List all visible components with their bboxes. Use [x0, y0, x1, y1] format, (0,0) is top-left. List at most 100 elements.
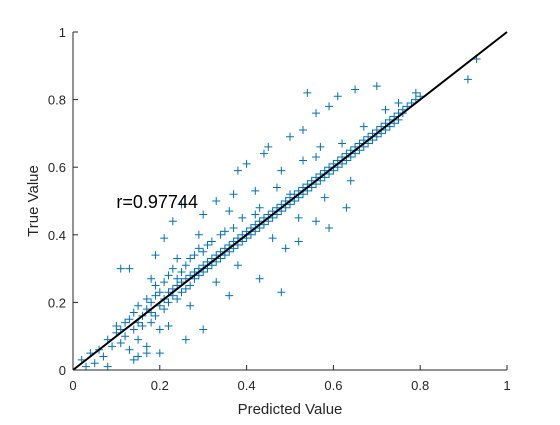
- data-point: [99, 352, 108, 361]
- data-point: [125, 315, 134, 324]
- x-axis-label: Predicted Value: [238, 401, 343, 418]
- data-point: [194, 244, 203, 253]
- y-tick-label: 0.6: [48, 160, 66, 175]
- data-point: [151, 311, 160, 320]
- data-point: [186, 301, 195, 310]
- data-point: [259, 149, 268, 158]
- data-point: [168, 264, 177, 273]
- data-point: [138, 322, 147, 331]
- data-point: [316, 142, 325, 151]
- data-point: [268, 234, 277, 243]
- data-point: [212, 197, 221, 205]
- data-points: [77, 55, 481, 371]
- data-point: [82, 362, 91, 371]
- data-point: [194, 230, 203, 239]
- data-point: [181, 261, 190, 270]
- data-point: [381, 105, 390, 114]
- data-point: [264, 142, 273, 151]
- data-point: [173, 254, 182, 263]
- data-point: [190, 251, 199, 260]
- data-point: [294, 213, 303, 222]
- data-point: [320, 193, 329, 202]
- data-point: [134, 352, 143, 361]
- data-point: [325, 224, 334, 233]
- data-point: [103, 362, 112, 371]
- data-point: [108, 342, 117, 351]
- data-point: [255, 274, 264, 283]
- data-point: [142, 349, 151, 358]
- data-point: [212, 278, 221, 287]
- data-point: [312, 109, 321, 118]
- data-point: [207, 237, 216, 246]
- data-point: [277, 288, 286, 297]
- data-point: [155, 349, 164, 358]
- x-tick-label: 0.4: [238, 378, 256, 393]
- data-point: [372, 82, 381, 91]
- data-point: [177, 200, 186, 209]
- data-point: [199, 247, 208, 256]
- data-point: [147, 318, 156, 327]
- data-point: [151, 251, 160, 260]
- data-point: [346, 176, 355, 185]
- correlation-annotation: r=0.97744: [116, 192, 198, 212]
- data-point: [216, 230, 225, 239]
- data-point: [90, 359, 99, 368]
- data-point: [220, 227, 229, 236]
- data-point: [151, 291, 160, 300]
- data-point: [186, 281, 195, 290]
- data-point: [351, 85, 360, 94]
- data-point: [160, 278, 169, 287]
- data-point: [463, 75, 472, 84]
- data-point: [303, 88, 312, 97]
- y-tick-label: 1: [59, 25, 66, 40]
- data-point: [147, 298, 156, 307]
- y-tick-label: 0.2: [48, 295, 66, 310]
- y-tick-label: 0.8: [48, 93, 66, 108]
- data-point: [173, 274, 182, 283]
- data-point: [173, 295, 182, 304]
- data-point: [181, 284, 190, 293]
- data-point: [233, 261, 242, 270]
- data-point: [225, 207, 234, 216]
- data-point: [299, 126, 308, 135]
- data-point: [129, 325, 138, 334]
- data-point: [312, 217, 321, 226]
- data-point: [125, 345, 134, 354]
- data-point: [359, 122, 368, 131]
- x-tick-label: 0.2: [151, 378, 169, 393]
- data-point: [299, 156, 308, 165]
- x-tick-label: 0.8: [411, 378, 429, 393]
- data-point: [242, 159, 251, 168]
- data-point: [129, 355, 138, 364]
- data-point: [394, 98, 403, 107]
- data-point: [294, 237, 303, 246]
- data-point: [199, 325, 208, 334]
- data-point: [142, 342, 151, 351]
- data-point: [333, 92, 342, 101]
- y-tick-label: 0.4: [48, 228, 66, 243]
- data-point: [281, 244, 290, 253]
- x-tick-label: 1: [503, 378, 510, 393]
- data-point: [411, 88, 420, 97]
- data-point: [129, 308, 138, 317]
- data-point: [338, 139, 347, 148]
- data-point: [121, 318, 130, 327]
- data-point: [164, 322, 173, 331]
- data-point: [134, 335, 143, 344]
- data-point: [121, 332, 130, 341]
- data-point: [238, 213, 247, 222]
- data-point: [155, 288, 164, 297]
- data-point: [112, 322, 121, 331]
- data-point: [181, 335, 190, 344]
- data-point: [225, 291, 234, 300]
- data-point: [151, 281, 160, 290]
- data-point: [229, 190, 238, 199]
- data-point: [272, 183, 281, 192]
- data-point: [160, 234, 169, 243]
- fit-line: [72, 31, 508, 371]
- x-ticks: 0 0.2 0.4 0.6 0.8 1: [69, 365, 511, 393]
- x-tick-label: 0: [69, 378, 76, 393]
- data-point: [147, 274, 156, 283]
